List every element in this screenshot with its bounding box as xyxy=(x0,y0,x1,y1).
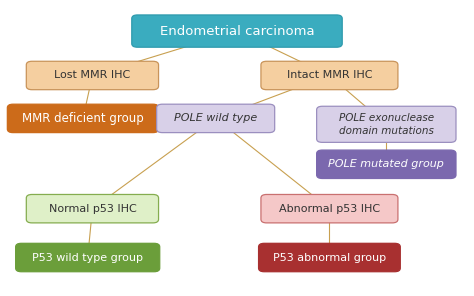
FancyBboxPatch shape xyxy=(132,15,342,47)
Text: POLE wild type: POLE wild type xyxy=(174,113,257,123)
Text: P53 abnormal group: P53 abnormal group xyxy=(273,252,386,263)
FancyBboxPatch shape xyxy=(261,194,398,223)
Text: Intact MMR IHC: Intact MMR IHC xyxy=(287,70,372,81)
FancyBboxPatch shape xyxy=(317,106,456,142)
Text: P53 wild type group: P53 wild type group xyxy=(32,252,143,263)
FancyBboxPatch shape xyxy=(16,243,160,272)
FancyBboxPatch shape xyxy=(261,61,398,90)
FancyBboxPatch shape xyxy=(317,150,456,178)
Text: MMR deficient group: MMR deficient group xyxy=(22,112,144,125)
Text: POLE exonuclease
domain mutations: POLE exonuclease domain mutations xyxy=(339,113,434,136)
FancyBboxPatch shape xyxy=(27,194,158,223)
Text: POLE mutated group: POLE mutated group xyxy=(328,159,444,169)
FancyBboxPatch shape xyxy=(7,104,158,133)
Text: Abnormal p53 IHC: Abnormal p53 IHC xyxy=(279,204,380,214)
Text: Lost MMR IHC: Lost MMR IHC xyxy=(55,70,130,81)
Text: Endometrial carcinoma: Endometrial carcinoma xyxy=(160,25,314,38)
FancyBboxPatch shape xyxy=(258,243,400,272)
FancyBboxPatch shape xyxy=(156,104,274,133)
FancyBboxPatch shape xyxy=(27,61,158,90)
Text: Normal p53 IHC: Normal p53 IHC xyxy=(48,204,137,214)
